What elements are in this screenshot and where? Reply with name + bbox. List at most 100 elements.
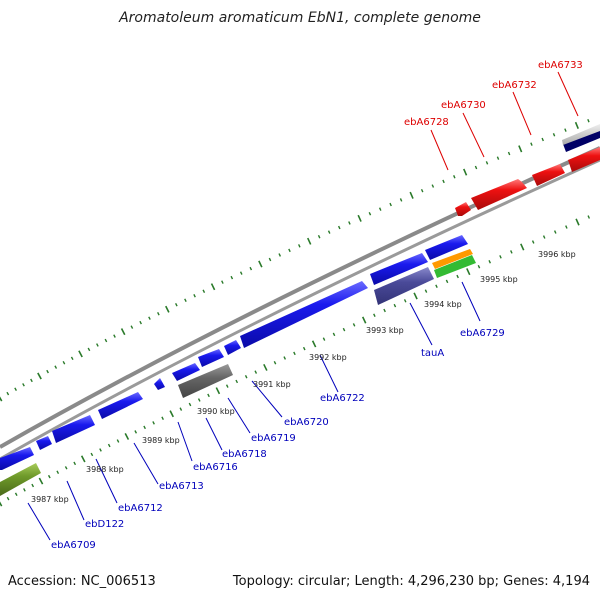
inner-tick xyxy=(322,337,326,341)
inner-tick xyxy=(565,225,568,229)
outer-tick xyxy=(288,248,291,253)
outer-tick xyxy=(485,161,489,165)
outer-tick xyxy=(62,360,66,365)
inner-tick xyxy=(38,477,44,485)
inner-tick xyxy=(488,260,491,264)
gene-ebA6720[interactable] xyxy=(224,340,241,355)
gene-label-tauA[interactable]: tauA xyxy=(421,348,444,359)
outer-tick xyxy=(389,202,392,207)
outer-tick xyxy=(239,271,243,275)
gene-label-ebA6713[interactable]: ebA6713 xyxy=(159,481,204,492)
outer-tick xyxy=(298,244,301,248)
gene-left-edge[interactable] xyxy=(0,447,34,470)
outer-tick xyxy=(157,311,160,316)
gene-label-ebA6719[interactable]: ebA6719 xyxy=(251,433,296,444)
gene-label-ebA6709[interactable]: ebA6709 xyxy=(51,540,96,551)
outer-tick xyxy=(317,234,321,239)
gene-ebA6732[interactable] xyxy=(532,164,565,186)
outer-tick xyxy=(193,293,196,298)
inner-tick xyxy=(383,308,386,313)
inner-tick-track xyxy=(0,215,591,507)
outer-tick xyxy=(221,280,224,284)
inner-tick xyxy=(542,235,546,239)
gene-label-ebA6720[interactable]: ebA6720 xyxy=(284,417,329,428)
gene-ebA6718[interactable] xyxy=(172,363,200,381)
inner-tick xyxy=(263,363,268,371)
scale-labels: 3987 kbp 3988 kbp 3989 kbp 3990 kbp 3991… xyxy=(31,250,576,504)
gene-label-ebA6732[interactable]: ebA6732 xyxy=(492,80,537,91)
outer-tick xyxy=(463,168,468,176)
gene-ebA6729-orange[interactable] xyxy=(432,249,473,269)
scale-label: 3990 kbp xyxy=(197,407,235,416)
outer-tick xyxy=(518,145,523,153)
gene-ebA6712[interactable] xyxy=(52,415,95,443)
outer-tick xyxy=(148,316,151,320)
outer-tick xyxy=(530,142,533,146)
inner-tick xyxy=(179,407,183,411)
gene-tauA-upper[interactable] xyxy=(370,253,428,285)
outer-tick xyxy=(268,257,272,262)
gene-label-ebD122[interactable]: ebD122 xyxy=(85,519,124,530)
gene-ebA6729-green[interactable] xyxy=(434,255,476,278)
outer-tick xyxy=(22,383,25,387)
scale-label: 3991 kbp xyxy=(253,380,291,389)
gene-label-ebA6718[interactable]: ebA6718 xyxy=(222,449,267,460)
gene-ebA6709[interactable] xyxy=(0,463,41,496)
outer-tick xyxy=(337,225,341,230)
inner-tick xyxy=(510,250,513,254)
gene-ebA6713[interactable] xyxy=(98,392,143,419)
gene-ebA6716[interactable] xyxy=(154,378,165,390)
inner-tick xyxy=(283,356,287,360)
outer-tick xyxy=(368,212,372,216)
gene-label-ebA6730[interactable]: ebA6730 xyxy=(441,100,486,111)
gene-upper-light[interactable] xyxy=(562,124,600,145)
outer-tick xyxy=(249,266,253,271)
outer-tick xyxy=(552,133,556,137)
gene-ebA6719[interactable] xyxy=(198,349,224,367)
gene-label-ebA6728[interactable]: ebA6728 xyxy=(404,117,449,128)
inner-tick xyxy=(413,292,418,300)
lower-gene-track xyxy=(0,235,476,496)
outer-tick xyxy=(420,188,424,193)
inner-tick xyxy=(235,379,239,384)
gene-label-ebA6722[interactable]: ebA6722 xyxy=(320,393,365,404)
gene-ebA6728[interactable] xyxy=(455,202,471,216)
inner-tick xyxy=(520,243,525,251)
scale-label: 3989 kbp xyxy=(142,436,180,445)
gene-upper-dark[interactable] xyxy=(563,130,600,152)
lower-gene-labels: ebA6709 ebD122 ebA6712 ebA6713 ebA6716 e… xyxy=(51,328,505,551)
inner-tick xyxy=(361,316,367,324)
gene-ebA6712a[interactable] xyxy=(36,436,52,450)
gene-label-ebA6733[interactable]: ebA6733 xyxy=(538,60,583,71)
inner-tick xyxy=(424,289,428,293)
gene-tauA[interactable] xyxy=(374,267,434,305)
gene-label-ebA6729[interactable]: ebA6729 xyxy=(460,328,505,339)
gene-ebA6722[interactable] xyxy=(240,281,368,348)
outer-tick xyxy=(14,387,18,391)
inner-tick xyxy=(73,461,77,466)
outer-tick xyxy=(78,350,83,358)
gene-label-ebA6712[interactable]: ebA6712 xyxy=(118,503,163,514)
gene-ebA6729-upper[interactable] xyxy=(425,235,468,260)
gene-ebA6730[interactable] xyxy=(471,179,527,210)
outer-tick xyxy=(258,260,263,268)
scale-label: 3994 kbp xyxy=(424,300,462,309)
gene-ebA6718-pseudo[interactable] xyxy=(178,364,233,398)
outer-tick xyxy=(30,378,33,383)
inner-tick xyxy=(403,299,407,303)
gene-label-ebA6716[interactable]: ebA6716 xyxy=(193,462,238,473)
gene-ebA6733[interactable] xyxy=(568,147,600,172)
inner-tick xyxy=(531,240,535,244)
inner-tick xyxy=(477,264,481,269)
accession-label: Accession: NC_006513 xyxy=(8,574,156,589)
scale-label: 3987 kbp xyxy=(31,495,69,504)
upper-gene-labels: ebA6728 ebA6730 ebA6732 ebA6733 xyxy=(404,60,583,128)
scale-label: 3988 kbp xyxy=(86,465,124,474)
outer-tick xyxy=(202,289,206,293)
scale-label: 3995 kbp xyxy=(480,275,518,284)
inner-tick xyxy=(587,215,591,219)
outer-tick xyxy=(96,343,99,347)
outer-tick xyxy=(564,128,567,132)
outer-tick xyxy=(165,305,170,313)
